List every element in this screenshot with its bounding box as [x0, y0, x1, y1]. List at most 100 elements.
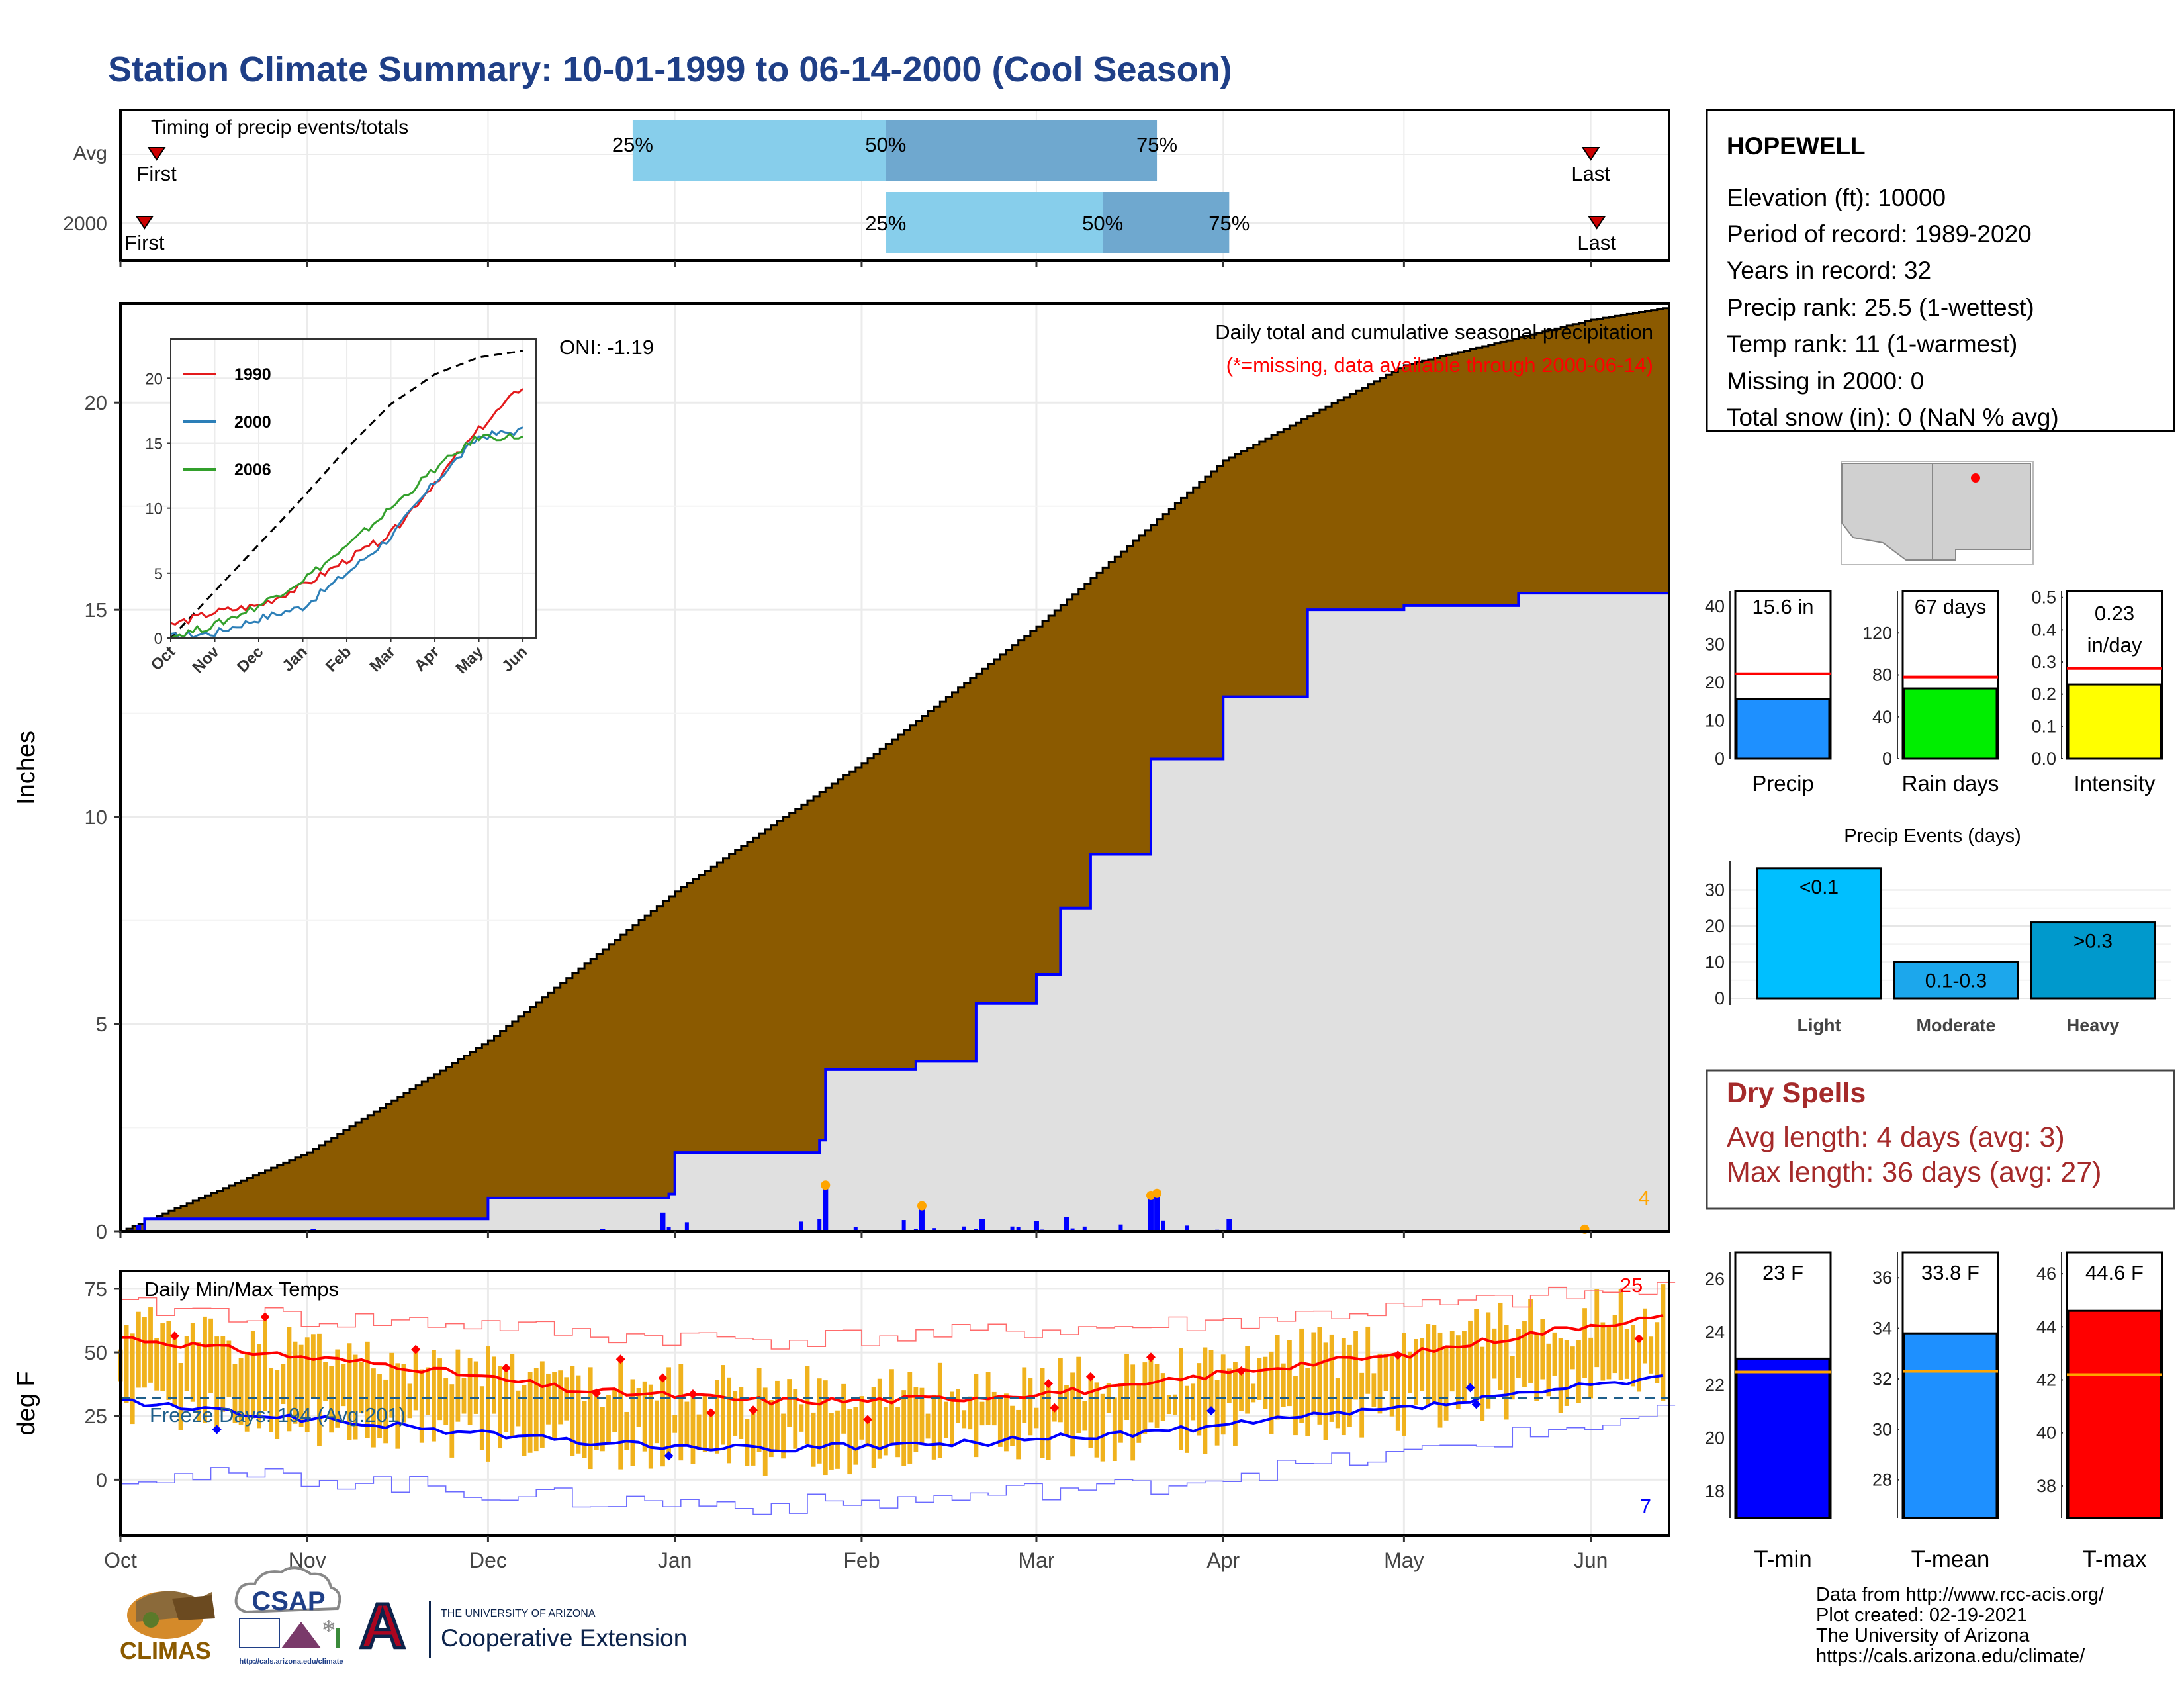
missing-note: (*=missing, data available through 2000-… [1226, 353, 1653, 377]
inset-border [170, 338, 537, 639]
cold-days-count: 7 [1640, 1495, 1651, 1518]
month-label: Dec [469, 1548, 507, 1572]
daily-temp-range-bar [913, 1387, 919, 1452]
footer-credits: Data from http://www.rcc-acis.org/ Plot … [1816, 1584, 2105, 1667]
temp-stat-tick-label: 44 [2036, 1317, 2056, 1336]
events-tick-label: 20 [1705, 916, 1725, 936]
daily-temp-range-bar [190, 1323, 195, 1402]
precip-ytick-label: 20 [85, 391, 107, 414]
daily-temp-range-bar [823, 1380, 828, 1476]
map-state-new-mexico [1932, 463, 2031, 561]
station-name: HOPEWELL [1727, 132, 1866, 160]
daily-temp-range-bar [931, 1394, 936, 1460]
daily-temp-range-bar [317, 1333, 322, 1446]
daily-temp-range-bar [1166, 1395, 1171, 1415]
daily-temp-range-bar [721, 1365, 725, 1445]
daily-temp-range-bar [527, 1372, 533, 1453]
daily-temp-range-bar [1088, 1376, 1093, 1448]
daily-precip-bar [919, 1208, 925, 1231]
daily-temp-range-bar [1558, 1338, 1563, 1413]
daily-temp-range-bar [1160, 1373, 1165, 1421]
daily-temp-range-bar [1245, 1346, 1250, 1414]
daily-temp-range-bar [715, 1380, 719, 1454]
daily-temp-range-bar [504, 1368, 509, 1432]
daily-temp-range-bar [943, 1401, 948, 1438]
daily-temp-range-bar [1528, 1299, 1533, 1383]
temp-stat-tick-label: 46 [2036, 1264, 2056, 1284]
footer-plot-created: Plot created: 02-19-2021 [1816, 1605, 2027, 1626]
daily-temp-range-bar [1504, 1325, 1509, 1420]
ua-divider [429, 1601, 431, 1658]
daily-temp-range-bar [310, 1334, 316, 1399]
temp-stat-tick-label: 34 [1872, 1319, 1892, 1338]
daily-temp-range-bar [1112, 1397, 1117, 1462]
daily-temp-range-bar [889, 1369, 894, 1446]
daily-temp-range-bar [1480, 1346, 1485, 1421]
daily-temp-range-bar [407, 1383, 412, 1419]
temp-stat-tick-label: 30 [1872, 1419, 1892, 1439]
precip-stat-category-label: Rain days [1902, 771, 1999, 796]
precip-stat-tick-label: 10 [1705, 711, 1725, 731]
daily-temp-range-bar [203, 1316, 207, 1423]
daily-temp-range-bar [865, 1419, 870, 1447]
record-max-temp-line [120, 1282, 1676, 1350]
daily-temp-range-bar [883, 1407, 888, 1456]
month-label: Apr [1206, 1548, 1240, 1572]
daily-temp-range-bar [1010, 1405, 1015, 1446]
daily-temp-range-bar [1426, 1324, 1431, 1406]
daily-temp-range-bar [1064, 1385, 1069, 1436]
precip-ytick-label: 10 [85, 806, 107, 829]
daily-temp-range-bar [257, 1344, 261, 1429]
month-label: Jun [1574, 1548, 1608, 1572]
daily-temp-range-bar [1004, 1393, 1009, 1452]
daily-precip-bar [853, 1227, 858, 1231]
daily-temp-range-bar [1649, 1336, 1654, 1374]
daily-temp-range-bar [853, 1407, 858, 1465]
precip-stat-tick-label: 0.3 [2031, 652, 2056, 672]
daily-temp-range-bar [1287, 1340, 1292, 1407]
daily-temp-range-bar [660, 1378, 665, 1467]
daily-temp-range-bar [1612, 1315, 1617, 1374]
first-event-marker-icon [147, 147, 166, 161]
daily-precip-bar [666, 1227, 671, 1231]
daily-temp-range-bar [1582, 1308, 1587, 1378]
daily-temp-range-bar [1341, 1338, 1346, 1436]
observed-cumulative-area [120, 585, 1670, 1233]
daily-temp-range-bar [919, 1387, 925, 1444]
daily-temp-range-bar [799, 1404, 804, 1432]
daily-temp-range-bar [1383, 1353, 1388, 1391]
daily-precip-bar [1070, 1228, 1075, 1231]
daily-temp-range-bar [962, 1410, 967, 1429]
last-event-label: Last [1571, 162, 1610, 185]
station-missing: Missing in 2000: 0 [1727, 367, 1924, 395]
temp-stat-category-label: T-max [2082, 1546, 2147, 1572]
ua-block-a-icon: A [359, 1591, 405, 1662]
hot-days-count: 25 [1620, 1274, 1643, 1297]
daily-temp-range-bar [756, 1368, 762, 1452]
daily-temp-range-bar [1353, 1331, 1358, 1400]
daily-temp-range-bar [811, 1412, 816, 1467]
daily-temp-range-bar [1311, 1332, 1316, 1413]
timing-quantile-label-avg: 50% [865, 133, 906, 156]
record-high-marker-icon [615, 1354, 625, 1364]
daily-temp-range-bar [516, 1390, 521, 1427]
precip-stat-tick-label: 80 [1872, 665, 1892, 685]
temp-panel-title: Daily Min/Max Temps [144, 1278, 339, 1301]
inset-ytick-label: 5 [154, 565, 163, 583]
daily-temp-range-bar [582, 1401, 587, 1458]
events-bar-label: <0.1 [1799, 876, 1839, 898]
first-event-label: First [124, 231, 165, 254]
month-label: Jan [658, 1548, 692, 1572]
record-low-marker-icon [212, 1425, 222, 1434]
daily-temp-range-bar [817, 1378, 822, 1464]
daily-precip-bar [1227, 1228, 1232, 1231]
daily-precip-bar [1154, 1196, 1160, 1231]
timing-bar-q25-q50-2000 [886, 192, 1103, 253]
station-info-box: HOPEWELL Elevation (ft): 10000 Period of… [1706, 109, 2175, 432]
station-years: Years in record: 32 [1727, 257, 1931, 284]
heavy-precip-dot [1152, 1188, 1162, 1198]
inset-legend-label: 1990 [234, 365, 271, 384]
daily-temp-range-bar [1576, 1340, 1581, 1403]
footer-data-source: Data from http://www.rcc-acis.org/ [1816, 1584, 2105, 1605]
daily-temp-range-bar [196, 1342, 201, 1421]
